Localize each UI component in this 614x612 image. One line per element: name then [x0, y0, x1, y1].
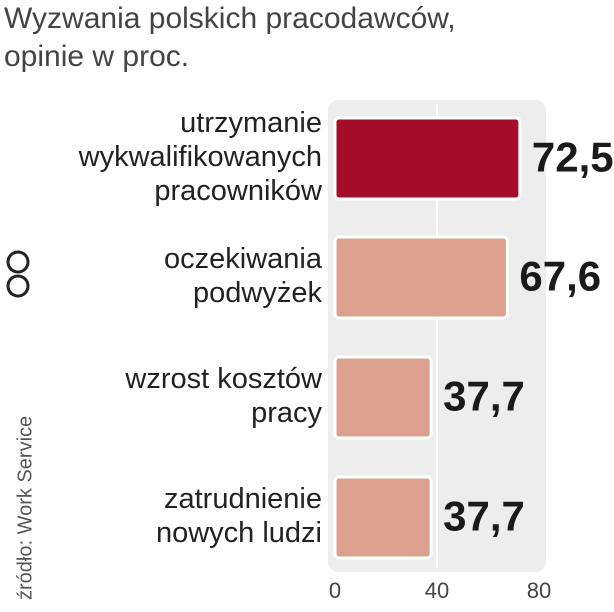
- logo: [6, 250, 30, 298]
- value-label: 72,5: [532, 134, 614, 181]
- category-label: wzrost kosztów pracy: [125, 362, 322, 429]
- x-tick-label: 80: [527, 578, 551, 603]
- value-label: 67,6: [519, 253, 601, 300]
- value-label: 37,7: [443, 373, 525, 420]
- bar: [333, 355, 433, 440]
- bar: [333, 475, 433, 560]
- bar: [333, 116, 522, 201]
- chart-title: Wyzwania polskich pracodawców, opinie w …: [4, 2, 456, 73]
- x-tick-label: 40: [425, 578, 449, 603]
- category-label: utrzymanie wykwalifikowanych pracowników: [78, 106, 322, 207]
- category-label: zatrudnienie nowych ludzi: [155, 482, 322, 549]
- x-tick-label: 0: [329, 578, 341, 603]
- value-label: 37,7: [443, 493, 525, 540]
- bar: [333, 235, 509, 320]
- source: źródło: Work Service: [14, 416, 36, 600]
- category-label: oczekiwania podwyżek: [164, 242, 322, 309]
